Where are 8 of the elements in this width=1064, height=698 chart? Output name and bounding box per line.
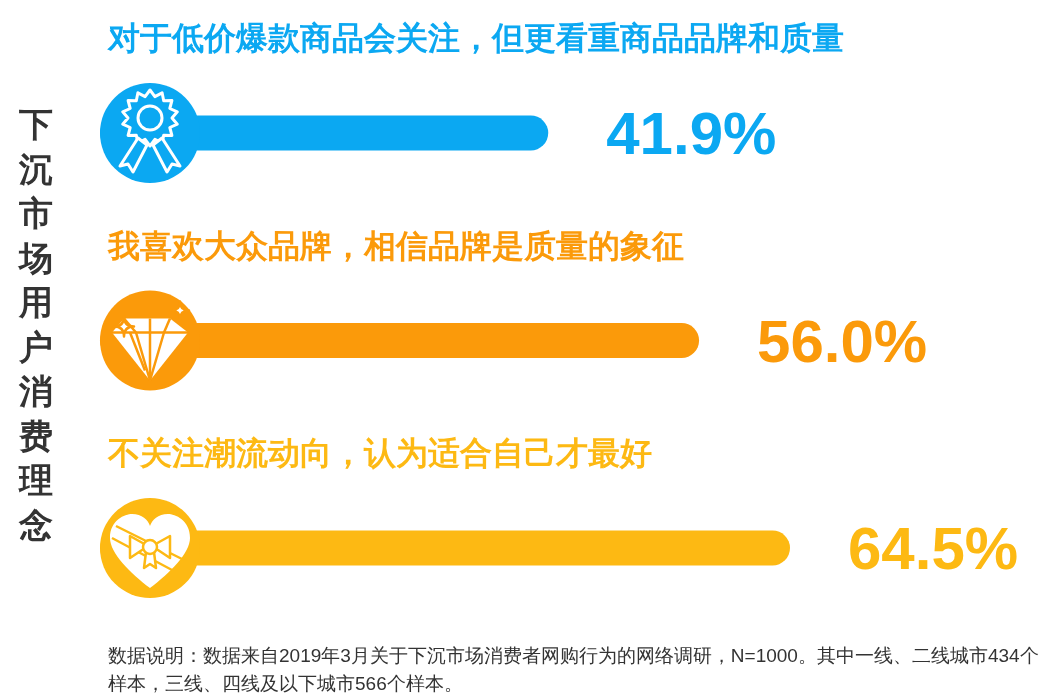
y-tick-label: 我喜欢大众品牌，相信品牌是质量的象征 <box>107 227 684 264</box>
text: 数据说明：数据来自2019年3月关于下沉市场消费者网购行为的网络调研，N=1000。其中一线、二线城市434个样本，三线、四线及以下城市566个样本。 <box>108 645 1039 694</box>
data-label: 64.5% <box>848 515 1019 582</box>
y-tick-label: 对于低价爆款商品会关注，但更看重商品品牌和质量 <box>107 20 844 56</box>
data-label: 41.9% <box>606 100 777 167</box>
y-tick-label: 不关注潮流动向，认为适合自己才最好 <box>107 435 652 471</box>
data-label: 56.0% <box>757 307 928 375</box>
text: 下沉市场用户消费理念 <box>19 105 53 544</box>
